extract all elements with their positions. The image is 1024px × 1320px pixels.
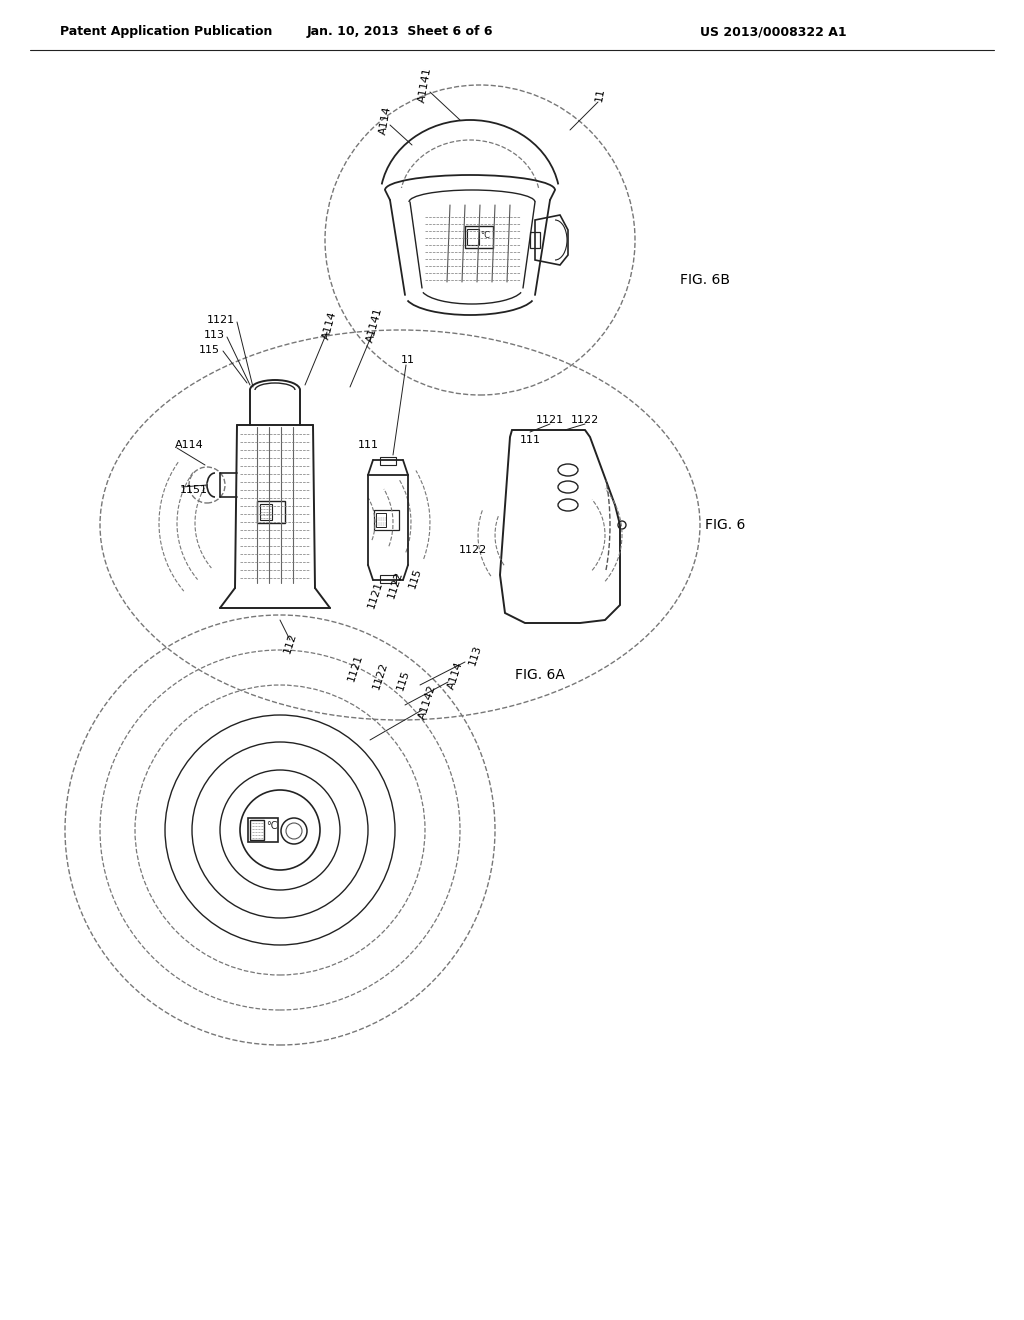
Text: 115: 115 (407, 566, 423, 590)
Text: A114: A114 (175, 440, 204, 450)
Text: A1141: A1141 (417, 66, 433, 103)
Text: 1151: 1151 (180, 484, 208, 495)
Bar (248, 818, 278, 842)
Text: A114: A114 (445, 660, 464, 690)
Text: A1142: A1142 (418, 684, 438, 721)
Text: °C: °C (266, 821, 278, 832)
Text: Jan. 10, 2013  Sheet 6 of 6: Jan. 10, 2013 Sheet 6 of 6 (307, 25, 494, 38)
Text: 11: 11 (594, 87, 606, 103)
Text: 1122: 1122 (570, 414, 599, 425)
Bar (376, 513, 386, 527)
Bar (380, 457, 396, 465)
Text: °C: °C (480, 231, 490, 240)
Text: US 2013/0008322 A1: US 2013/0008322 A1 (700, 25, 847, 38)
Text: 1121: 1121 (207, 315, 234, 325)
Text: FIG. 6A: FIG. 6A (515, 668, 565, 682)
Text: 111: 111 (357, 440, 379, 450)
Text: Patent Application Publication: Patent Application Publication (60, 25, 272, 38)
Text: 113: 113 (204, 330, 225, 341)
Text: A114: A114 (378, 106, 392, 135)
Bar (380, 576, 396, 583)
Text: 111: 111 (519, 436, 541, 445)
Text: 1121: 1121 (366, 579, 384, 610)
Text: 115: 115 (199, 345, 220, 355)
Bar (530, 232, 540, 248)
Text: A1141: A1141 (366, 306, 384, 343)
Text: A114: A114 (322, 310, 339, 341)
Text: 1121: 1121 (346, 653, 365, 682)
Text: 1122: 1122 (386, 570, 404, 601)
Bar (257, 502, 285, 523)
Text: FIG. 6B: FIG. 6B (680, 273, 730, 286)
Text: FIG. 6: FIG. 6 (705, 517, 745, 532)
Bar (260, 504, 272, 520)
Bar (250, 820, 264, 840)
Text: 113: 113 (467, 643, 483, 667)
Text: 11: 11 (401, 355, 415, 366)
Bar (467, 228, 479, 246)
Text: 1121: 1121 (536, 414, 564, 425)
Text: 112: 112 (282, 631, 298, 655)
Bar (465, 226, 493, 248)
Text: 1122: 1122 (459, 545, 487, 554)
Text: 1122: 1122 (371, 661, 389, 690)
Bar (374, 510, 399, 531)
Text: 115: 115 (395, 668, 411, 692)
